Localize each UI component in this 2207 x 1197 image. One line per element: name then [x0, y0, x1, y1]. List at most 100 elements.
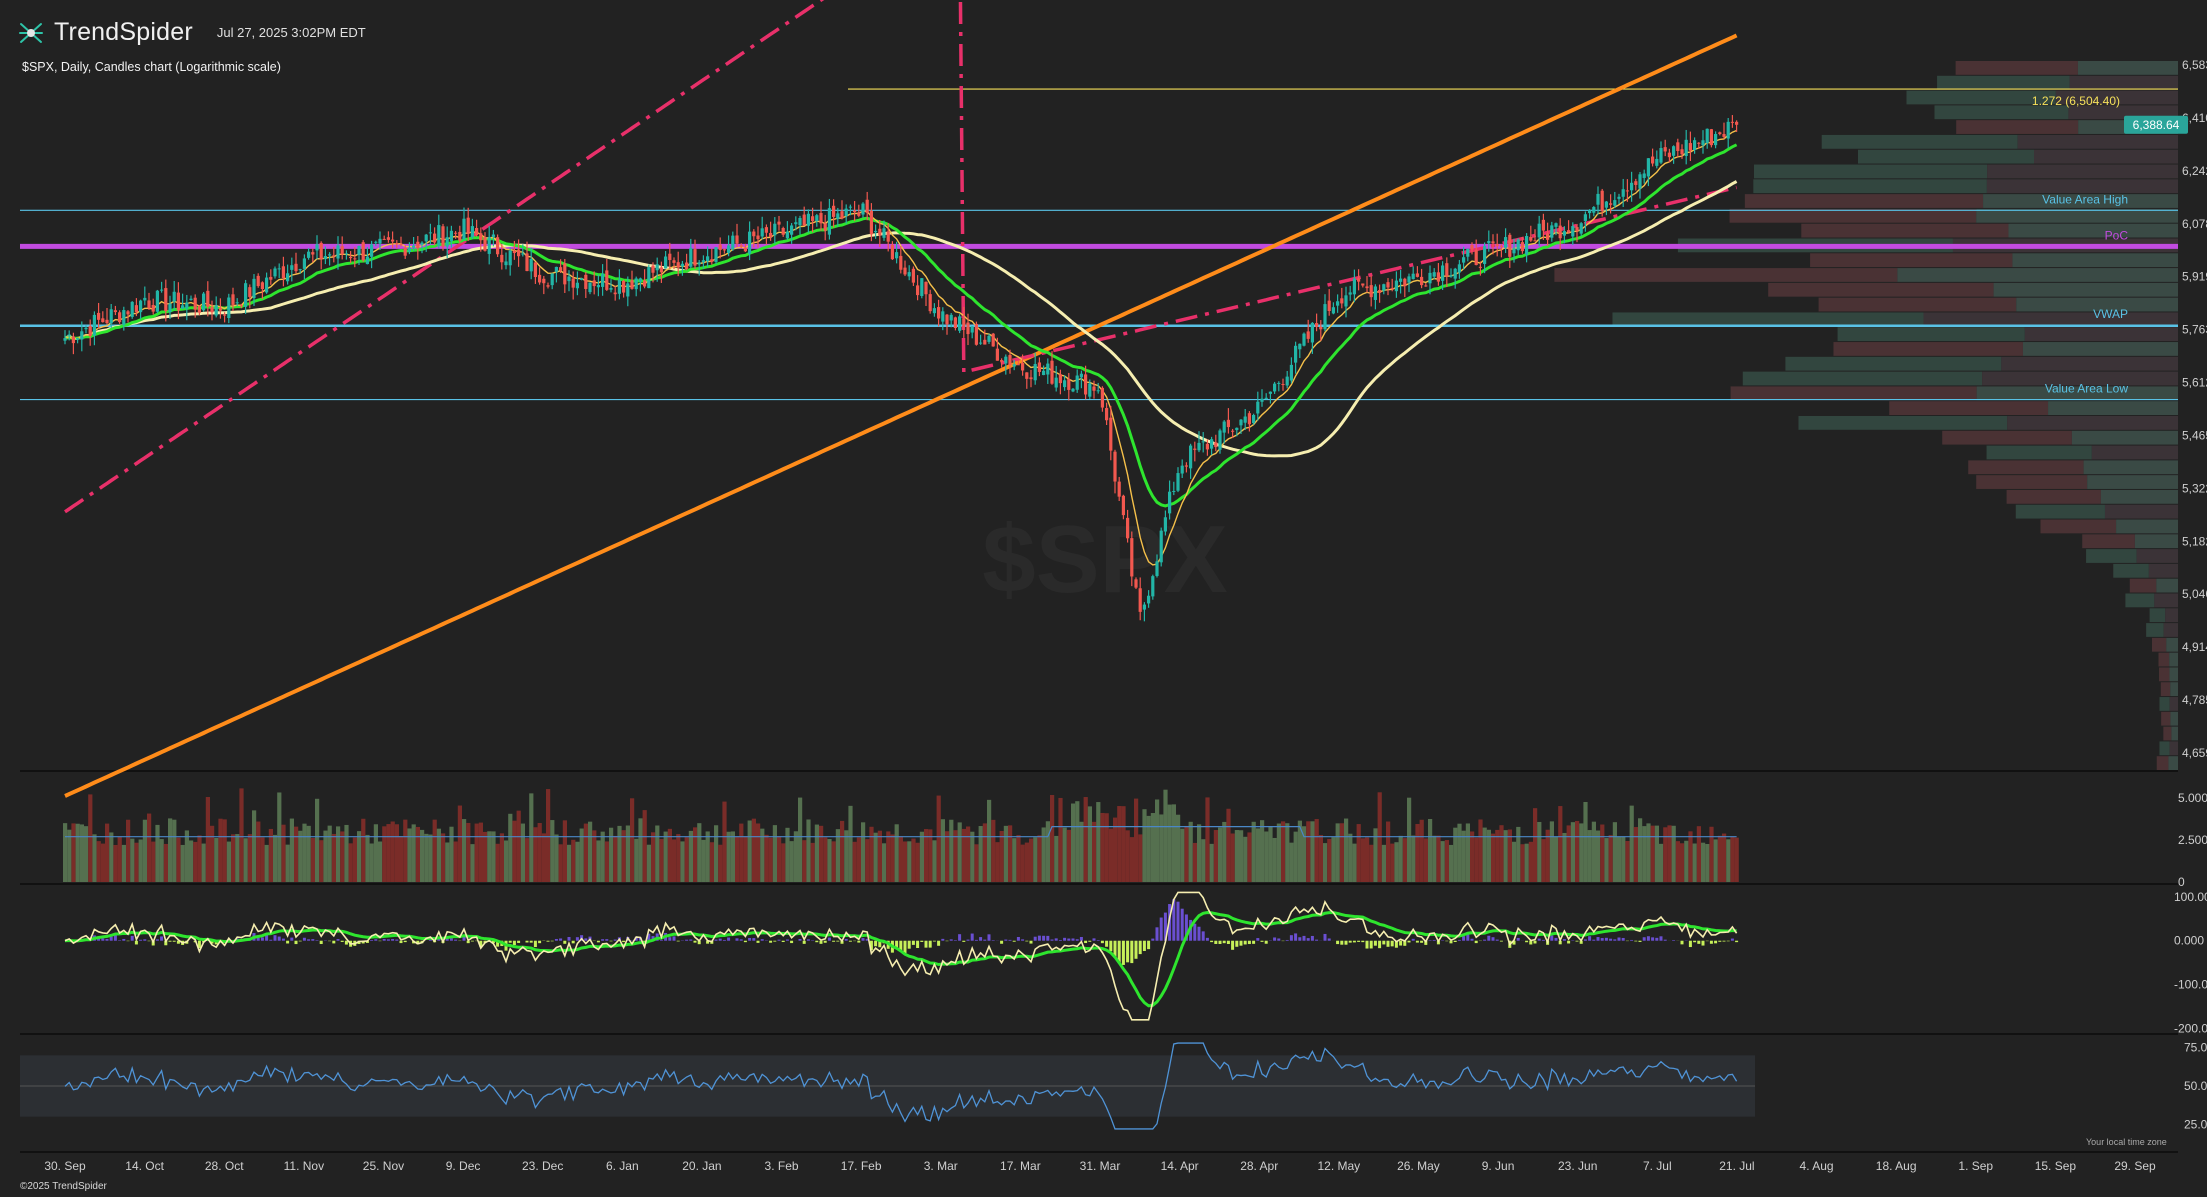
oscillator-tick-label: -200.000: [2174, 1022, 2207, 1036]
volume-bar: [987, 799, 992, 882]
volume-bar: [201, 843, 206, 882]
candle-body: [113, 310, 117, 313]
volume-bar: [197, 835, 202, 882]
candle-body: [1642, 173, 1646, 178]
candle-body: [1688, 143, 1692, 151]
candle-body: [1277, 382, 1281, 384]
candle-body: [983, 339, 987, 345]
volume-bar: [142, 819, 147, 882]
candle-body: [298, 269, 302, 271]
volume-bar: [789, 841, 794, 882]
volume-bar: [1461, 830, 1466, 882]
candle-body: [1348, 292, 1352, 295]
price-axis[interactable]: 6,583.29 6,410.58 6,242.40 6,078.64 5,919.17…: [2124, 58, 2207, 760]
candle-body: [752, 231, 756, 237]
candle-body: [1298, 343, 1302, 350]
candle-body: [1050, 360, 1054, 384]
volume-bar: [1045, 821, 1050, 882]
candle-body: [638, 278, 642, 282]
candle-body: [1390, 288, 1394, 290]
price-tick-label: 5,322.04: [2182, 481, 2207, 495]
candle-body: [1470, 244, 1474, 250]
candle-body: [80, 331, 84, 340]
candle-body: [769, 232, 773, 237]
volume-bar: [554, 834, 559, 882]
volume-bar: [180, 844, 185, 882]
volume-bar: [1247, 832, 1252, 882]
volume-profile-bar-buy: [2100, 489, 2178, 504]
oscillator-histogram-bar: [1000, 940, 1004, 944]
candle-body: [1554, 223, 1558, 227]
oscillator-histogram-bar: [1672, 940, 1676, 941]
volume-bar: [327, 825, 332, 882]
volume-profile-bar-buy: [2048, 401, 2178, 415]
volume-bar: [1255, 828, 1260, 882]
candle-body: [1735, 121, 1739, 125]
volume-bar: [1209, 843, 1214, 882]
candle-body: [130, 301, 134, 317]
price-tick-label: 5,046.46: [2182, 587, 2207, 601]
volume-bar: [1129, 837, 1134, 882]
oscillator-histogram-bar: [1634, 940, 1638, 942]
candle-body: [601, 273, 605, 287]
volume-bar: [1692, 843, 1697, 882]
oscillator-histogram-bar: [991, 940, 995, 941]
oscillator-histogram-bar: [479, 940, 483, 947]
volume-bar: [1390, 843, 1395, 882]
price-tick-label: 4,659.62: [2182, 746, 2207, 760]
volume-bar: [1327, 838, 1332, 882]
oscillator-histogram-bar: [983, 939, 987, 941]
volume-bar: [1087, 806, 1092, 882]
volume-bar: [1033, 837, 1038, 882]
oscillator-histogram-bar: [689, 939, 693, 941]
volume-profile-bar-sell: [1801, 223, 2009, 238]
oscillator-histogram-bar: [172, 940, 176, 942]
volume-bar: [810, 842, 815, 882]
volume-bar: [281, 824, 286, 882]
oscillator-histogram-bar: [1247, 940, 1251, 945]
volume-bar: [1176, 814, 1181, 882]
candle-body: [1550, 225, 1554, 238]
candle-body: [214, 305, 218, 316]
candle-body: [882, 228, 886, 238]
last-price-badge: [2124, 115, 2188, 134]
volume-bar: [264, 844, 269, 882]
volume-bar: [735, 836, 740, 882]
volume-bar: [1310, 821, 1315, 882]
candle-body: [979, 342, 983, 344]
time-tick-label: 29. Sep: [2114, 1159, 2156, 1173]
oscillator-histogram-bar: [1126, 940, 1130, 963]
candle-body: [517, 249, 521, 257]
candle-body: [1294, 345, 1298, 363]
candle-body: [1361, 283, 1365, 286]
oscillator-histogram-bar: [449, 938, 453, 941]
volume-bar: [268, 828, 273, 882]
candle-body: [571, 278, 575, 288]
volume-bar: [441, 833, 446, 882]
volume-bar: [310, 838, 315, 882]
candle-body: [1558, 225, 1562, 239]
oscillator-histogram-bar: [567, 936, 571, 941]
volume-bar: [1113, 817, 1118, 882]
time-axis[interactable]: 30. Sep 14. Oct 28. Oct 11. Nov 25. Nov 9. De…: [44, 1159, 2156, 1173]
volume-bar: [1583, 801, 1588, 882]
candle-body: [101, 318, 105, 323]
volume-bar: [1260, 820, 1265, 882]
volume-bar: [411, 824, 416, 882]
candle-body: [1420, 276, 1424, 286]
volume-profile-bar-sell: [1837, 327, 2025, 342]
oscillator-histogram-bar: [1357, 940, 1361, 942]
candle-body: [1462, 257, 1466, 263]
candle-body: [370, 244, 374, 257]
candle-body: [1000, 360, 1004, 362]
volume-bar: [1713, 839, 1718, 882]
candle-body: [1302, 333, 1306, 346]
oscillator-histogram-bar: [1193, 923, 1197, 941]
oscillator-histogram-bar: [1243, 940, 1247, 945]
volume-bar: [982, 823, 987, 882]
candle-body: [777, 221, 781, 225]
oscillator-histogram-bar: [958, 934, 962, 941]
volume-bar: [1520, 844, 1525, 882]
volume-profile-bar-buy: [2017, 134, 2178, 149]
